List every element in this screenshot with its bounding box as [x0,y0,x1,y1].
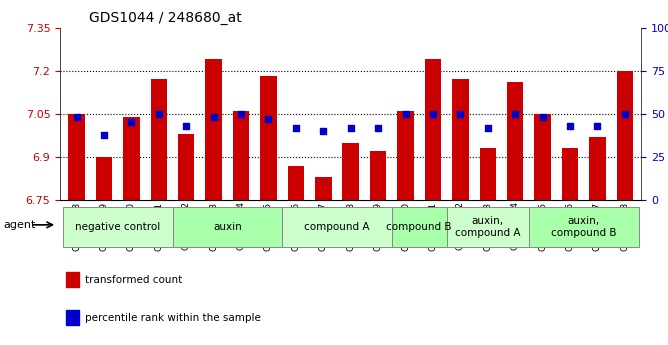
Bar [452,79,468,200]
Bar [447,207,529,247]
Point [373,125,383,130]
Bar [172,207,282,247]
Point [208,115,219,120]
Bar [66,272,79,287]
Text: auxin,
compound B: auxin, compound B [551,216,617,238]
Point [592,123,603,129]
Text: GDS1044 / 248680_at: GDS1044 / 248680_at [90,11,242,25]
Bar [480,148,496,200]
Bar [343,142,359,200]
Point [428,111,438,117]
Text: transformed count: transformed count [85,275,182,285]
Bar [507,82,524,200]
Point [236,111,246,117]
Bar [63,207,172,247]
Text: auxin: auxin [213,222,242,232]
Point [345,125,356,130]
Bar [617,71,633,200]
Point [71,115,82,120]
Text: compound B: compound B [387,222,452,232]
Point [318,128,329,134]
Bar [150,79,167,200]
Bar [123,117,140,200]
Point [564,123,575,129]
Point [400,111,411,117]
Text: percentile rank within the sample: percentile rank within the sample [85,313,261,323]
Point [455,111,466,117]
Text: agent: agent [3,220,35,230]
Bar [534,114,551,200]
Bar [288,166,304,200]
Bar [562,148,578,200]
Bar [178,134,194,200]
Bar [261,77,277,200]
Point [619,111,630,117]
Bar [233,111,249,200]
Bar [66,310,79,325]
Bar [529,207,639,247]
Text: compound A: compound A [304,222,370,232]
Bar [315,177,331,200]
Point [126,120,137,125]
Point [537,115,548,120]
Bar [96,157,112,200]
Point [99,132,110,137]
Bar [68,114,85,200]
Point [510,111,520,117]
Point [154,111,164,117]
Bar [282,207,392,247]
Bar [425,59,441,200]
Bar [370,151,386,200]
Bar [206,59,222,200]
Text: negative control: negative control [75,222,160,232]
Point [181,123,192,129]
Point [291,125,301,130]
Bar [397,111,413,200]
Point [482,125,493,130]
Point [263,116,274,122]
Text: auxin,
compound A: auxin, compound A [455,216,520,238]
Bar [392,207,447,247]
Bar [589,137,606,200]
